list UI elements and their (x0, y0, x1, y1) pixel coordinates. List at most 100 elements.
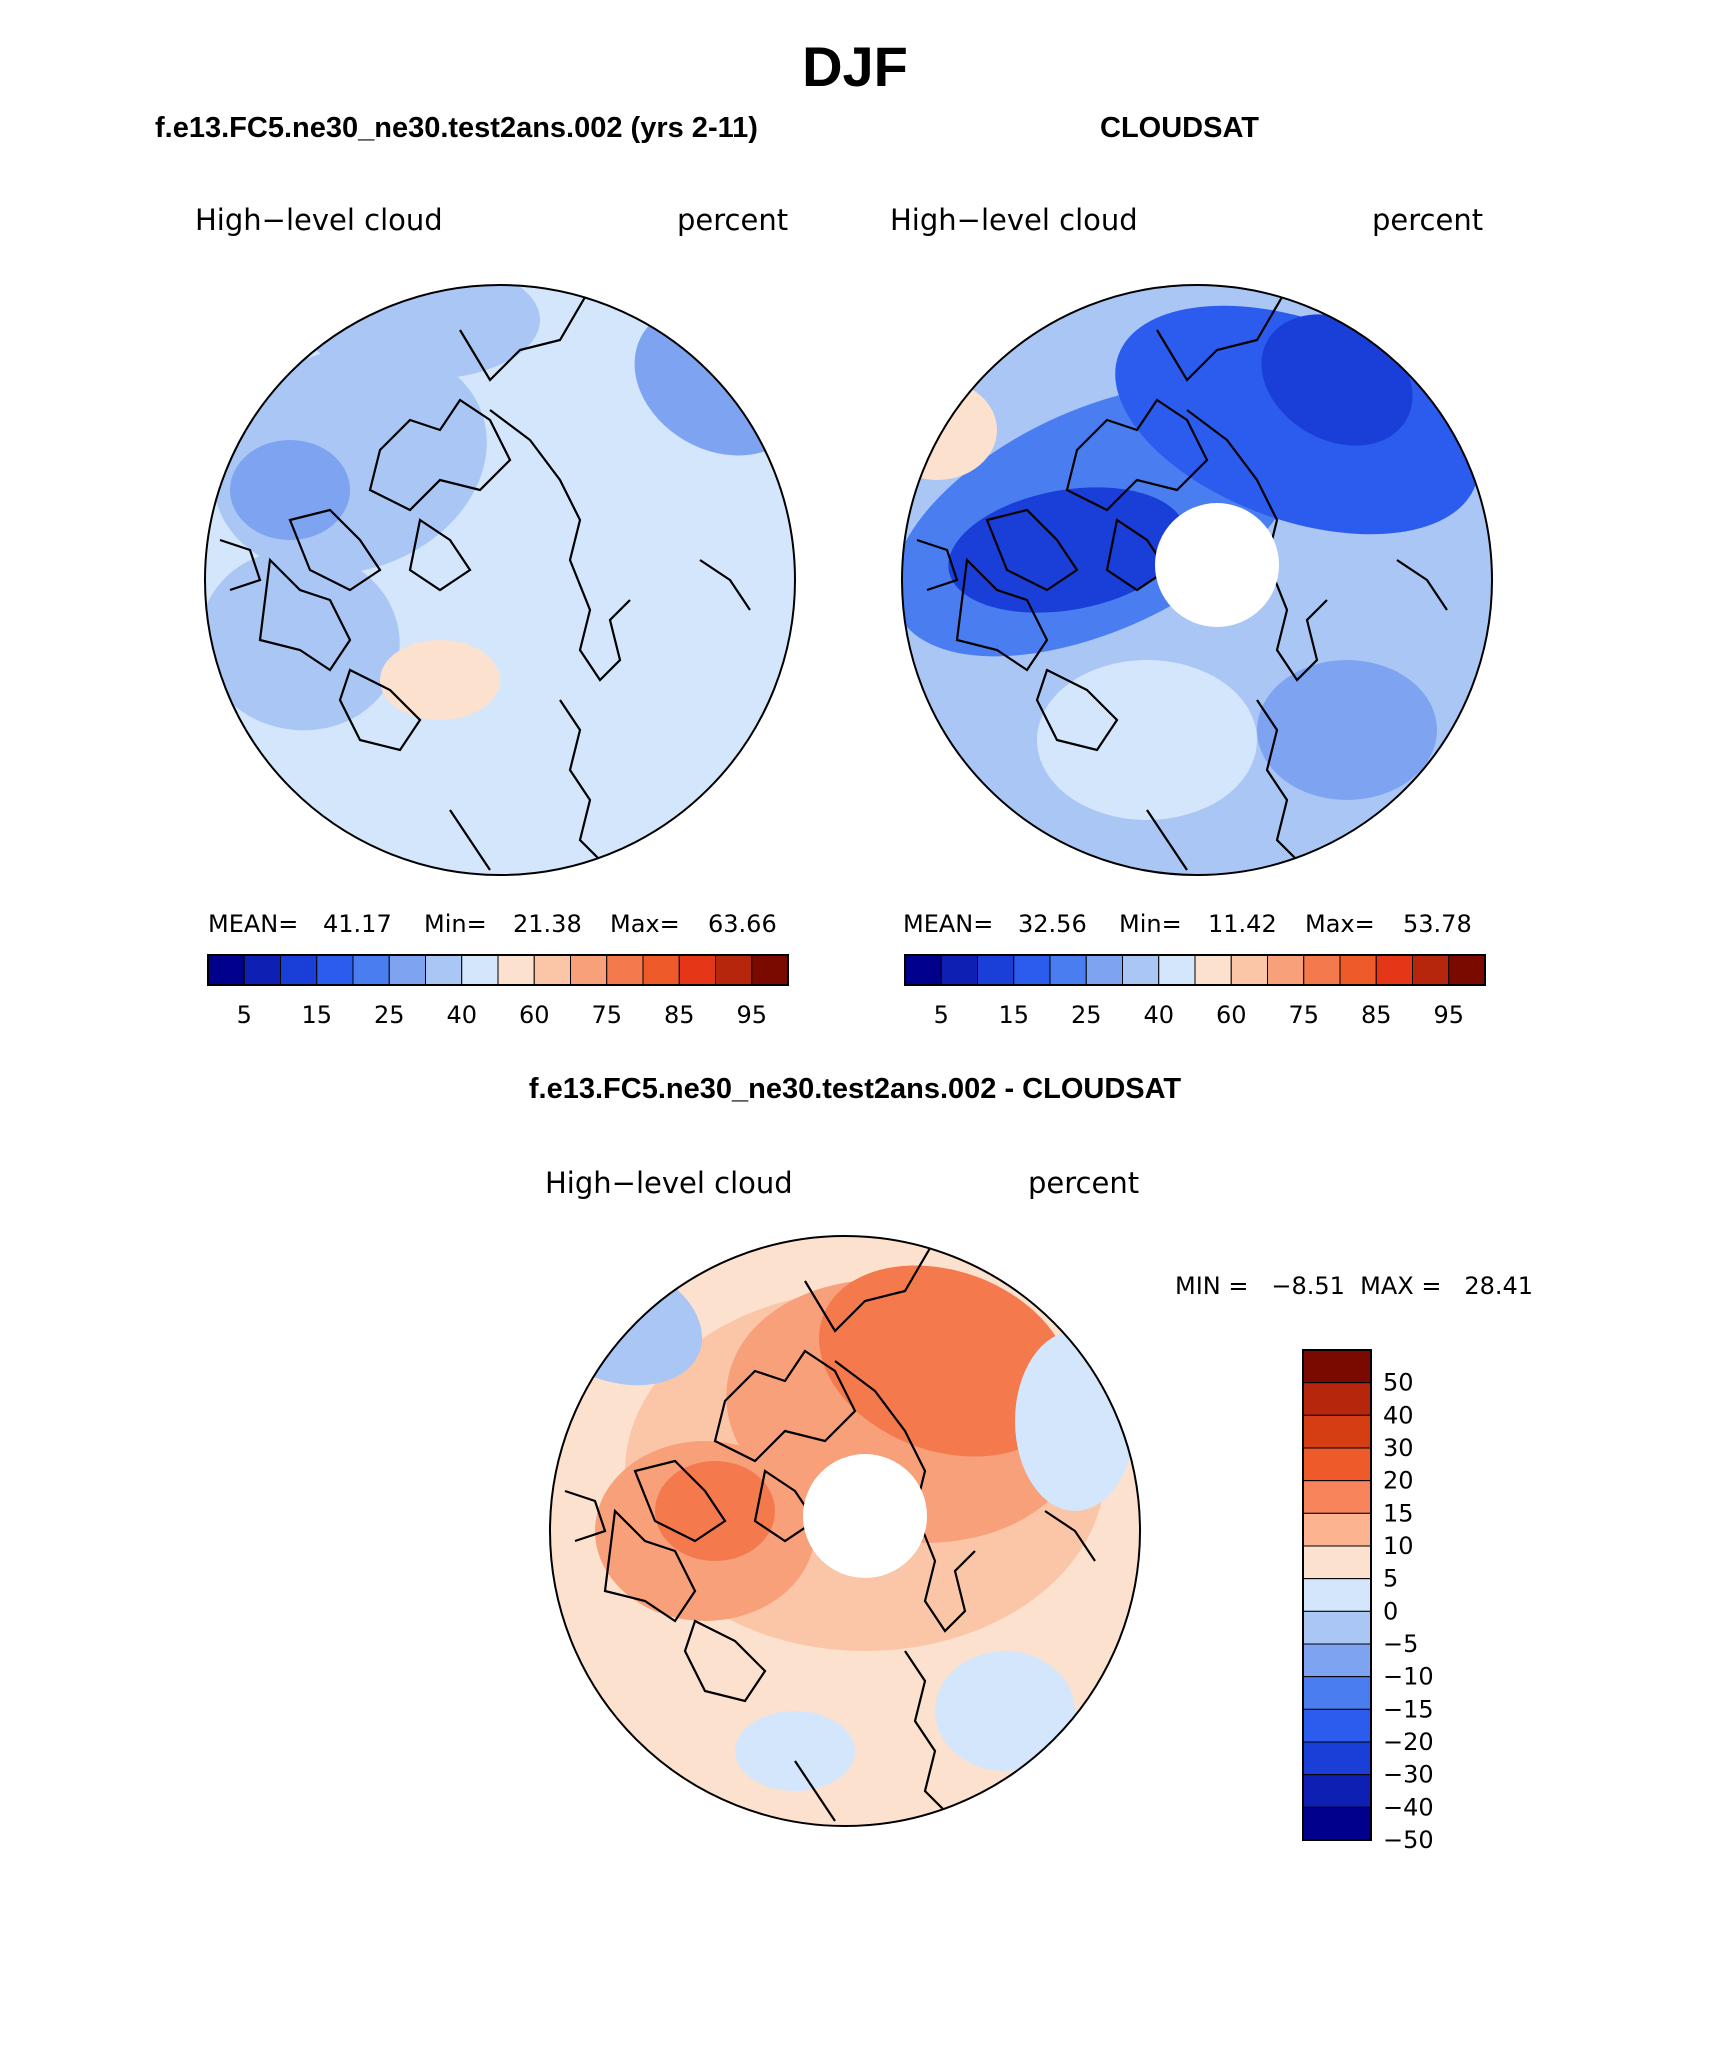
map-diff-coastline-7 (753, 1469, 817, 1543)
colorbar-obs-swatch-15 (1448, 954, 1486, 986)
diff-panel-title: f.e13.FC5.ne30_ne30.test2ans.002 - CLOUD… (528, 1073, 1182, 1105)
colorbar-diff-swatch-12 (1302, 1741, 1372, 1776)
colorbar-diff-swatch-14 (1302, 1806, 1372, 1841)
colorbar-obs-swatch-3 (1013, 954, 1051, 986)
map-obs-polar-hole (1155, 503, 1279, 627)
colorbar-obs-tick-label: 85 (1361, 1001, 1392, 1029)
map-obs-contour-6 (902, 380, 997, 480)
colorbar-model-swatch-15 (751, 954, 789, 986)
colorbar-diff-swatch-0 (1302, 1349, 1372, 1384)
colorbar-obs-swatch-9 (1230, 954, 1268, 986)
colorbar-diff-tick-label: −30 (1383, 1761, 1434, 1789)
colorbar-obs-swatch-11 (1303, 954, 1341, 986)
colorbar-model-tick-label: 60 (519, 1001, 550, 1029)
colorbar-model-swatch-7 (461, 954, 499, 986)
colorbar-obs-swatch-1 (940, 954, 978, 986)
map-diff-coastline-8 (564, 1489, 607, 1543)
colorbar-diff-tick-label: −50 (1383, 1826, 1434, 1854)
map-diff-coastline-4 (683, 1619, 767, 1703)
colorbar-diff-tick-label: 0 (1383, 1597, 1398, 1625)
colorbar-model-tick-label: 15 (301, 1001, 332, 1029)
map-obs-coastline-7 (1105, 518, 1169, 592)
colorbar-diff-swatch-9 (1302, 1643, 1372, 1678)
colorbar-model-swatch-12 (642, 954, 680, 986)
map-obs-coastline-1 (1065, 398, 1209, 512)
colorbar-model-swatch-11 (606, 954, 644, 986)
panel-model-min: 21.38 (513, 910, 582, 938)
colorbar-obs-swatch-14 (1412, 954, 1450, 986)
colorbar-diff-frame (1302, 1349, 1372, 1841)
colorbar-obs-swatch-7 (1158, 954, 1196, 986)
colorbar-model-swatch-0 (207, 954, 245, 986)
colorbar-diff-tick-label: 5 (1383, 1565, 1398, 1593)
colorbar-diff-tick-label: 10 (1383, 1532, 1414, 1560)
colorbar-diff-tick-label: 30 (1383, 1434, 1414, 1462)
colorbar-model-tick-label: 5 (237, 1001, 252, 1029)
colorbar-model-tick-label: 95 (736, 1001, 767, 1029)
season-title: DJF (802, 35, 908, 98)
panel-model-max-label: Max= (610, 910, 680, 938)
colorbar-model-swatch-1 (243, 954, 281, 986)
panel-obs-units: percent (1372, 203, 1484, 237)
colorbar-diff-tick-label: 40 (1383, 1401, 1414, 1429)
map-model-contour-4 (300, 285, 540, 380)
colorbar-diff-swatch-13 (1302, 1774, 1372, 1808)
map-obs-contour-5 (1257, 660, 1437, 800)
map-model-coastline-6 (559, 699, 601, 861)
panel-obs-variable: High−level cloud (890, 203, 1138, 237)
map-diff-outline (549, 1235, 1141, 1827)
map-model-coastline-8 (219, 538, 262, 592)
map-model-contour-3 (380, 640, 500, 720)
map-obs-coastline-2 (985, 508, 1079, 592)
map-diff-contour-7 (935, 1651, 1075, 1771)
map-obs-coastline-3 (955, 557, 1049, 672)
colorbar-obs-tick-label: 25 (1071, 1001, 1102, 1029)
colorbar-model-swatch-14 (715, 954, 753, 986)
panel-obs-max: 53.78 (1403, 910, 1472, 938)
colorbar-diff-tick-label: −40 (1383, 1793, 1434, 1821)
colorbar-model-tick-label: 85 (664, 1001, 695, 1029)
map-diff-field (550, 1236, 1140, 1826)
map-diff-polar-hole (803, 1454, 927, 1578)
map-model-contour-1 (205, 549, 400, 731)
colorbar-diff-tick-label: −20 (1383, 1728, 1434, 1756)
map-model-contour-5 (230, 440, 350, 540)
map-model-coastline-1 (368, 398, 512, 512)
colorbar-diff-tick-label: −10 (1383, 1663, 1434, 1691)
map-diff-coastline-0 (804, 1236, 941, 1333)
colorbar-obs-swatch-10 (1267, 954, 1305, 986)
map-model-outline (204, 284, 796, 876)
colorbar-diff-swatch-7 (1302, 1578, 1372, 1612)
panel-obs-mean: 32.56 (1018, 910, 1087, 938)
panel-obs-case-title: CLOUDSAT (1100, 112, 1259, 144)
panel-model-case-title: f.e13.FC5.ne30_ne30.test2ans.002 (yrs 2-… (155, 112, 758, 144)
colorbar-diff-tick-label: −5 (1383, 1630, 1418, 1658)
colorbar-diff-tick-label: −15 (1383, 1695, 1434, 1723)
map-obs-outline (901, 284, 1493, 876)
colorbar-obs-swatch-0 (904, 954, 942, 986)
panel-model-mean-label: MEAN= (208, 910, 299, 938)
panel-model-units: percent (677, 203, 789, 237)
map-obs-coastline-8 (916, 538, 959, 592)
colorbar-diff-swatch-11 (1302, 1708, 1372, 1743)
colorbar-diff-tick-label: 20 (1383, 1467, 1414, 1495)
map-obs-coastline-10 (1146, 809, 1188, 871)
colorbar-diff-swatch-5 (1302, 1512, 1372, 1547)
map-obs-coastline-5 (1186, 409, 1328, 682)
panel-model-variable: High−level cloud (195, 203, 443, 237)
colorbar-diff-swatch-1 (1302, 1382, 1372, 1416)
panel-obs-mean-label: MEAN= (903, 910, 994, 938)
colorbar-model-swatch-4 (352, 954, 390, 986)
colorbar-diff-swatch-10 (1302, 1676, 1372, 1710)
colorbar-obs-swatch-5 (1085, 954, 1123, 986)
colorbar-model-tick-label: 25 (374, 1001, 405, 1029)
map-obs-contour-2 (948, 487, 1186, 613)
map-diff-contour-2 (819, 1265, 1071, 1457)
colorbar-obs-frame (904, 954, 1486, 986)
panel-model-max: 63.66 (708, 910, 777, 938)
map-diff-coastline-3 (603, 1508, 697, 1623)
map-obs-coastline-6 (1256, 699, 1298, 861)
panel-obs-min-label: Min= (1119, 910, 1182, 938)
panel-obs-min: 11.42 (1208, 910, 1277, 938)
colorbar-diff-swatch-8 (1302, 1610, 1372, 1645)
